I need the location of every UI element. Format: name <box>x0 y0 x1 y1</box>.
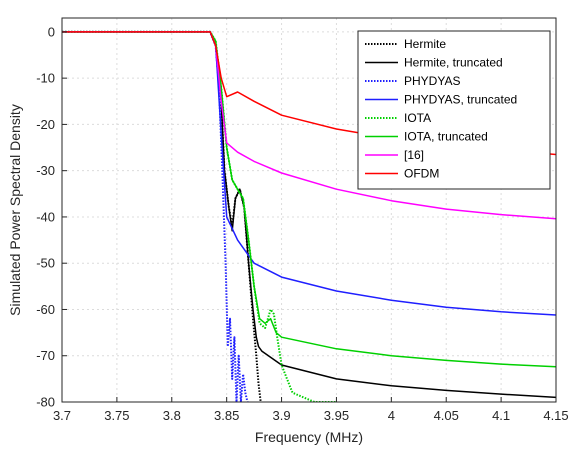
legend-label: Hermite, truncated <box>404 56 503 70</box>
x-axis-label: Frequency (MHz) <box>255 429 363 445</box>
legend-label: IOTA, truncated <box>404 130 488 144</box>
legend-box <box>357 30 551 190</box>
x-tick-label: 4 <box>388 408 395 423</box>
y-tick-label: -80 <box>36 395 55 410</box>
legend-label: IOTA <box>404 111 431 125</box>
axes-frame <box>61 17 557 403</box>
legend-label: OFDM <box>404 167 439 181</box>
y-tick-label: -50 <box>36 256 55 271</box>
y-axis-label: Simulated Power Spectral Density <box>7 104 23 316</box>
x-tick-label: 4.05 <box>434 408 459 423</box>
legend-label: PHYDYAS <box>404 74 460 88</box>
legend-label: Hermite <box>404 37 446 51</box>
y-tick-label: 0 <box>48 24 55 39</box>
x-tick-label: 4.15 <box>543 408 568 423</box>
y-tick-label: -30 <box>36 163 55 178</box>
y-tick-label: -70 <box>36 348 55 363</box>
legend-label: [16] <box>404 148 424 162</box>
y-tick-label: -60 <box>36 302 55 317</box>
y-tick-label: -20 <box>36 117 55 132</box>
legend: Hermite Hermite, truncated PHYDYAS PHYDYAS,… <box>357 30 551 190</box>
ticks: 3.7 3.75 3.8 3.85 3.9 3.95 4 4.05 4.1 4.15 0 -10 -20… <box>36 24 568 423</box>
x-tick-label: 4.1 <box>492 408 510 423</box>
x-tick-label: 3.85 <box>214 408 239 423</box>
x-tick-label: 3.95 <box>324 408 349 423</box>
x-tick-label: 3.9 <box>273 408 291 423</box>
legend-label: PHYDYAS, truncated <box>404 93 517 107</box>
y-tick-label: -40 <box>36 209 55 224</box>
x-tick-label: 3.7 <box>53 408 71 423</box>
x-tick-label: 3.75 <box>104 408 129 423</box>
y-tick-label: -10 <box>36 71 55 86</box>
series-line-phydyas <box>62 30 249 402</box>
x-tick-label: 3.8 <box>163 408 181 423</box>
